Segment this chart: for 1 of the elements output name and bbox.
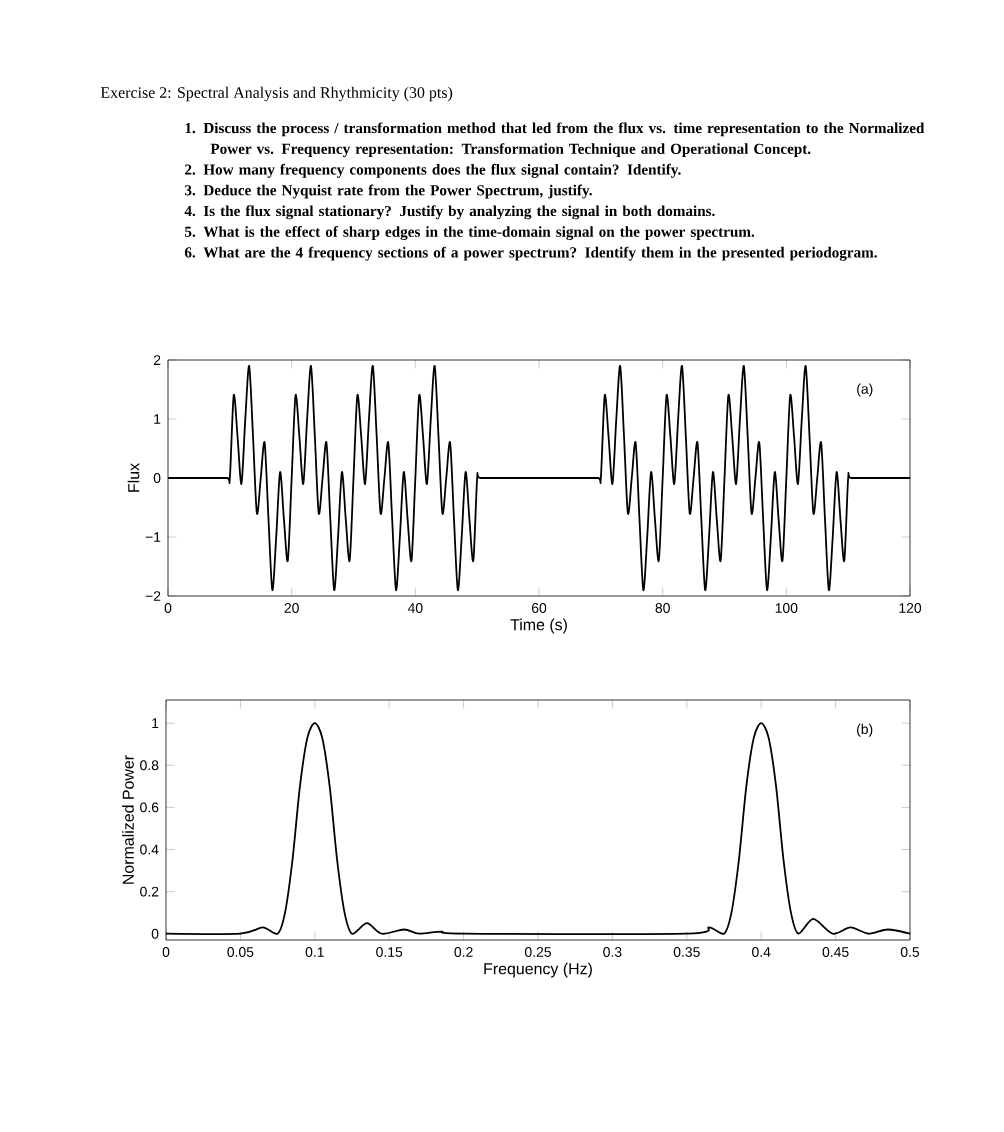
line-series: [168, 365, 911, 591]
